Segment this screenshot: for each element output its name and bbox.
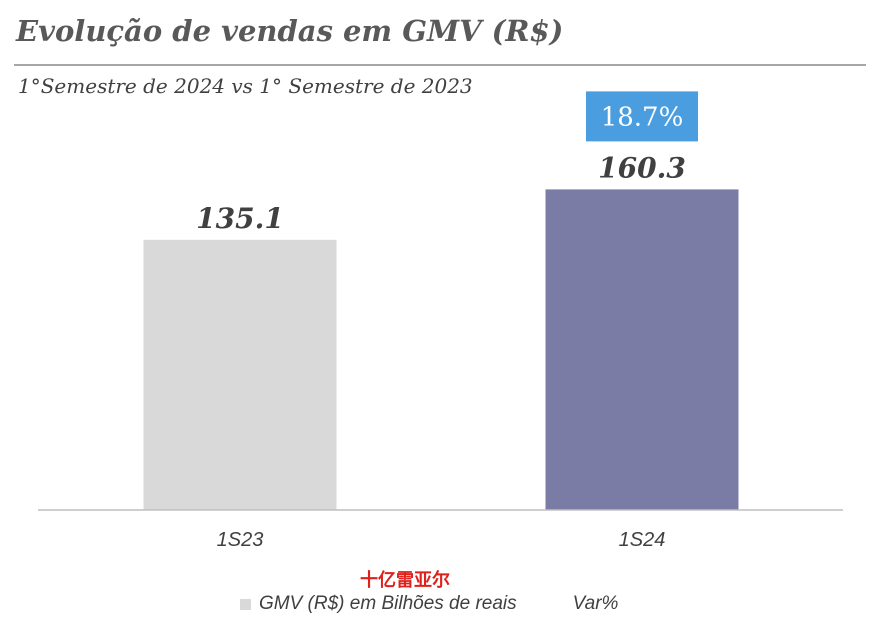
bar-chart: 135.1 1S23 160.3 1S24 18.7% — [38, 91, 843, 551]
variation-badge — [586, 91, 698, 142]
watermark-text: 十亿雷亚尔 — [360, 570, 450, 591]
legend-item-var: Var% — [572, 593, 619, 614]
page-title: Evolução de vendas em GMV (R$) — [16, 14, 564, 48]
variation-label: 18.7% — [601, 102, 684, 132]
x-tick-1S24: 1S24 — [619, 529, 666, 551]
bar-1S23 — [143, 239, 337, 511]
title-divider — [14, 64, 866, 66]
legend-swatch-gmv — [240, 598, 251, 610]
page-subtitle: 1°Semestre de 2024 vs 1° Semestre de 202… — [18, 74, 473, 98]
data-label-1S24: 160.3 — [598, 151, 686, 184]
data-label-1S23: 135.1 — [196, 202, 284, 235]
legend-item-gmv: GMV (R$) em Bilhões de reais — [259, 593, 517, 614]
x-tick-1S23: 1S23 — [217, 529, 264, 551]
bar-1S24 — [545, 189, 739, 510]
chart-legend: GMV (R$) em Bilhões de reais Var% — [240, 592, 618, 616]
